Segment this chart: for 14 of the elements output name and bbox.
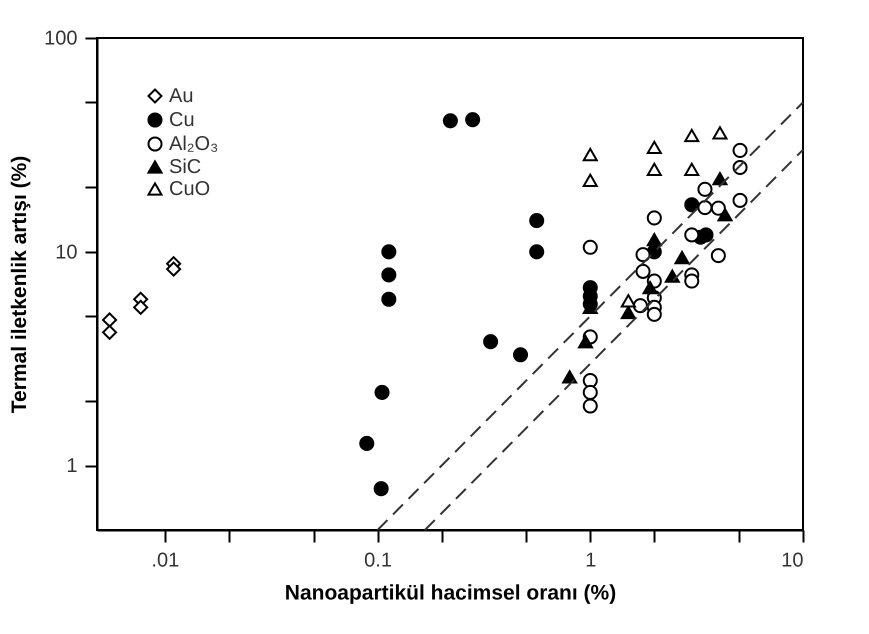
legend-label: SiC [169,156,202,178]
y-tick-label: 1 [66,455,78,478]
legend-label: CuO [169,178,210,200]
y-tick-label: 100 [44,28,78,50]
y-tick-label: 10 [55,241,78,264]
x-axis-title: Nanoapartikül hacimsel oranı (%) [284,582,616,604]
x-tick-label: 0.1 [364,550,392,572]
y-axis-title: Termal iletkenlik artışı (%) [8,156,32,414]
x-tick-label: .01 [151,550,180,572]
legend-label: Cu [169,109,195,131]
legend-label: Al₂O₃ [169,133,218,155]
x-tick-label: 10 [781,550,804,572]
legend-label: Au [169,85,194,107]
x-tick-label: 1 [585,550,596,572]
